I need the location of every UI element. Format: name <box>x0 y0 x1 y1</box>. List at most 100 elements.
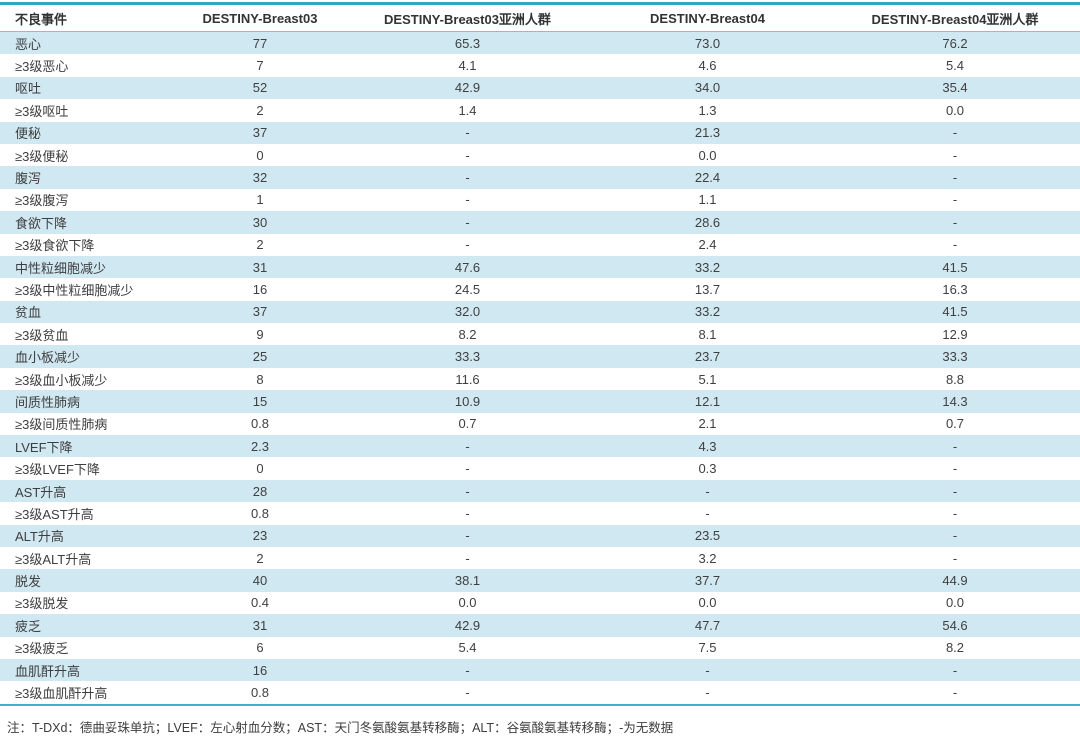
value-cell: - <box>465 438 470 454</box>
table-row: 腹泻 32 - 22.4 - <box>0 166 1080 189</box>
adverse-event-label: ≥3级便秘 <box>15 148 69 164</box>
table-row: ≥3级血小板减少 8 11.6 5.1 8.8 <box>0 367 1080 391</box>
table-row: ≥3级脱发 0.4 0.0 0.0 0.0 <box>0 591 1080 615</box>
value-cell: 30 <box>252 214 268 230</box>
value-cell: 0.8 <box>250 416 270 432</box>
value-cell: 4.3 <box>698 438 717 454</box>
adverse-event-label: 血肌酐升高 <box>15 663 81 679</box>
value-cell: 32 <box>252 170 268 186</box>
table-row: 血肌酐升高 16 - - - <box>0 658 1080 682</box>
value-cell: 41.5 <box>942 304 968 320</box>
value-cell: 16 <box>252 662 268 678</box>
table-row: ≥3级贫血 9 8.2 8.1 12.9 <box>0 323 1080 346</box>
table-row: 疲乏 31 42.9 47.7 54.6 <box>0 614 1080 637</box>
adverse-event-label: ≥3级血小板减少 <box>15 372 108 388</box>
value-cell: - <box>952 505 958 521</box>
value-cell: 33.3 <box>942 349 968 365</box>
value-cell: 35.4 <box>942 80 968 96</box>
value-cell: 5.4 <box>945 58 965 74</box>
table-row: ≥3级ALT升高 2 - 3.2 - <box>0 546 1080 570</box>
table-row: ≥3级AST升高 0.8 - - - <box>0 502 1080 525</box>
value-cell: - <box>952 550 958 566</box>
value-cell: 1.1 <box>698 192 717 208</box>
value-cell: 7 <box>256 58 264 74</box>
value-cell: - <box>465 170 470 186</box>
adverse-event-label: ≥3级腹泻 <box>15 193 69 209</box>
value-cell: 42.9 <box>454 617 481 633</box>
value-cell: 47.7 <box>694 617 721 633</box>
table-row: ≥3级中性粒细胞减少 16 24.5 13.7 16.3 <box>0 278 1080 301</box>
table-header: 不良事件 DESTINY-Breast03 DESTINY-Breast03亚洲… <box>0 3 1080 32</box>
adverse-event-label: 恶心 <box>15 36 42 52</box>
value-cell: - <box>952 483 958 499</box>
adverse-event-label: ALT升高 <box>15 529 64 545</box>
value-cell: 28 <box>252 483 268 499</box>
table-row: ≥3级血肌酐升高 0.8 - - - <box>0 681 1080 705</box>
value-cell: 2 <box>256 102 264 118</box>
value-cell: 0.0 <box>698 147 717 163</box>
value-cell: - <box>705 505 710 521</box>
value-cell: 44.9 <box>942 573 968 589</box>
value-cell: 23 <box>252 528 268 544</box>
table-row: 贫血 37 32.0 33.2 41.5 <box>0 300 1080 324</box>
value-cell: 76.2 <box>942 35 968 51</box>
value-cell: 14.3 <box>942 393 968 409</box>
value-cell: 37.7 <box>694 573 721 589</box>
value-cell: 0 <box>256 147 264 163</box>
column-header-destiny-breast04: DESTINY-Breast04 <box>585 3 830 32</box>
value-cell: 1.3 <box>698 102 717 118</box>
table-row: ≥3级疲乏 6 5.4 7.5 8.2 <box>0 636 1080 659</box>
value-cell: 42.9 <box>454 80 481 96</box>
value-cell: - <box>465 550 470 566</box>
value-cell: 5.1 <box>698 371 717 387</box>
adverse-event-label: ≥3级中性粒细胞减少 <box>15 282 134 298</box>
value-cell: 5.4 <box>458 640 477 656</box>
value-cell: 10.9 <box>454 393 481 409</box>
value-cell: - <box>705 662 710 678</box>
value-cell: 0.0 <box>458 595 477 611</box>
value-cell: 12.1 <box>694 393 721 409</box>
value-cell: 16 <box>252 281 268 297</box>
adverse-event-label: ≥3级血肌酐升高 <box>15 686 108 702</box>
value-cell: 73.0 <box>694 35 721 51</box>
table-row: ALT升高 23 - 23.5 - <box>0 524 1080 547</box>
table-row: LVEF下降 2.3 - 4.3 - <box>0 435 1080 458</box>
value-cell: - <box>465 461 470 477</box>
value-cell: 9 <box>256 326 264 342</box>
value-cell: 8.1 <box>698 326 717 342</box>
table-row: 食欲下降 30 - 28.6 - <box>0 211 1080 234</box>
value-cell: 4.6 <box>698 58 717 74</box>
value-cell: 23.7 <box>694 349 721 365</box>
value-cell: 65.3 <box>454 35 481 51</box>
value-cell: - <box>952 461 958 477</box>
table-row: ≥3级恶心 7 4.1 4.6 5.4 <box>0 54 1080 77</box>
value-cell: 8.2 <box>458 326 477 342</box>
value-cell: - <box>465 505 470 521</box>
value-cell: 2 <box>256 237 264 253</box>
adverse-event-label: ≥3级呕吐 <box>15 103 69 119</box>
value-cell: 6 <box>256 640 264 656</box>
value-cell: 1.4 <box>458 102 477 118</box>
value-cell: 28.6 <box>694 214 721 230</box>
value-cell: 2 <box>256 550 264 566</box>
value-cell: 0.8 <box>250 505 270 521</box>
value-cell: 13.7 <box>694 281 721 297</box>
column-header-adverse-event: 不良事件 <box>0 3 170 32</box>
value-cell: 0.0 <box>945 102 965 118</box>
adverse-event-label: LVEF下降 <box>15 439 73 455</box>
value-cell: 34.0 <box>694 80 721 96</box>
column-header-destiny-breast03-asian: DESTINY-Breast03亚洲人群 <box>350 3 585 32</box>
adverse-event-label: ≥3级恶心 <box>15 59 69 75</box>
adverse-event-label: 便秘 <box>15 126 42 142</box>
table-row: 恶心 77 65.3 73.0 76.2 <box>0 31 1080 55</box>
value-cell: 25 <box>252 349 268 365</box>
value-cell: - <box>465 125 470 141</box>
value-cell: 3.2 <box>698 550 717 566</box>
value-cell: - <box>952 685 958 701</box>
value-cell: 37 <box>252 304 268 320</box>
column-header-destiny-breast03: DESTINY-Breast03 <box>170 3 350 32</box>
value-cell: - <box>952 214 958 230</box>
value-cell: 37 <box>252 125 268 141</box>
adverse-event-label: ≥3级间质性肺病 <box>15 417 108 433</box>
